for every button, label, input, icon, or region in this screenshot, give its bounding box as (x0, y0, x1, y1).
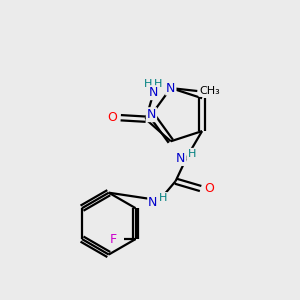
Text: N: N (148, 196, 158, 209)
Text: O: O (204, 182, 214, 195)
Text: H: H (159, 193, 167, 203)
Text: H: H (154, 79, 163, 89)
Text: F: F (109, 232, 116, 246)
Text: H: H (188, 149, 196, 159)
Text: N: N (166, 82, 176, 94)
Text: O: O (108, 111, 117, 124)
Text: N: N (148, 86, 158, 99)
Text: N: N (176, 152, 186, 165)
Text: CH₃: CH₃ (199, 86, 220, 96)
Text: H: H (144, 79, 152, 89)
Text: N: N (147, 108, 156, 121)
